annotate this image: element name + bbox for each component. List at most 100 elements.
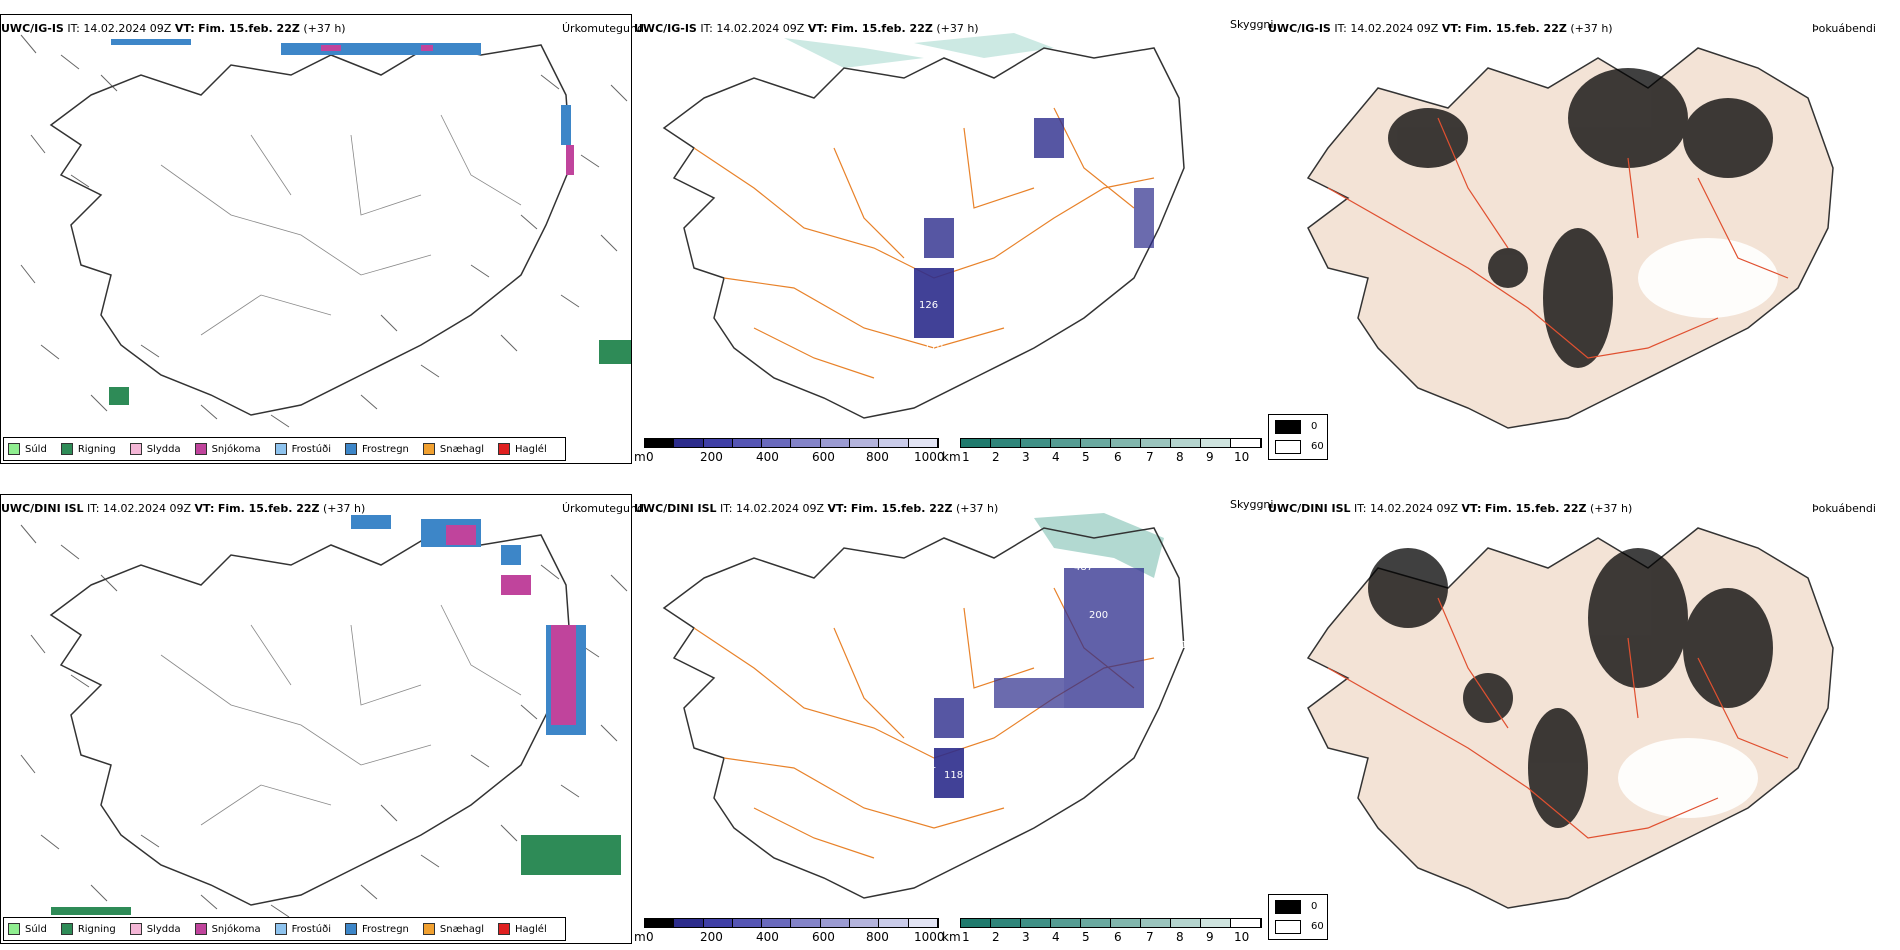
it-label: IT: [1354, 502, 1367, 515]
fog-map-svg [1306, 47, 1834, 429]
fog-map-svg [1306, 527, 1834, 909]
vt-label: VT: [807, 22, 828, 35]
scale-tick: 800 [866, 930, 889, 944]
vis-label: 118 [944, 770, 963, 781]
legend-item: Haglél [498, 443, 547, 455]
legend-item: Frostregn [345, 923, 409, 935]
iceland-outline [49, 534, 572, 906]
legend-swatch [194, 923, 207, 935]
legend-item: Slydda [129, 923, 181, 935]
scale-tick: 6 [1114, 450, 1122, 464]
legend-label: Súld [25, 923, 47, 935]
header-fog-top: UWC/IG-IS IT: 14.02.2024 09Z VT: Fim. 15… [1268, 22, 1613, 36]
scale-tick: 2 [992, 930, 1000, 944]
lead-time: (+37 h) [936, 22, 979, 35]
legend-swatch [60, 443, 73, 455]
scale-tick: 400 [756, 930, 779, 944]
iceland-outline [49, 44, 572, 416]
roads-red [1327, 597, 1789, 839]
it-label: IT: [700, 22, 713, 35]
legend-swatch [422, 923, 435, 935]
legend-label: Frostúði [291, 923, 331, 935]
elevation-colorbar [644, 438, 939, 448]
scale-tick: 10 [1234, 930, 1250, 944]
model-name: UWC/DINI ISL [1, 502, 84, 515]
fog-value: 60 [1311, 921, 1324, 932]
fog-swatch [1275, 440, 1301, 454]
it-label: IT: [67, 22, 80, 35]
it-value: 14.02.2024 09Z [1370, 502, 1459, 515]
legend-item: Haglél [498, 923, 547, 935]
iceland-outline [662, 527, 1185, 899]
legend-item: Frostregn [345, 443, 409, 455]
visibility-map-svg: 126 170 [662, 33, 1185, 419]
it-label: IT: [720, 502, 733, 515]
legend-swatch [194, 443, 207, 455]
scale-tick: 600 [812, 930, 835, 944]
scale-tick: 600 [812, 450, 835, 464]
legend-item: Frostúði [274, 443, 331, 455]
lead-time: (+37 h) [956, 502, 999, 515]
header-precip-top: UWC/IG-IS IT: 14.02.2024 09Z VT: Fim. 15… [1, 22, 346, 36]
scale-unit: km [942, 450, 961, 464]
legend-item: Snæhagl [422, 443, 484, 455]
legend-swatch [60, 923, 73, 935]
model-name: UWC/IG-IS [1, 22, 64, 35]
scale-tick: 1000 [914, 450, 945, 464]
model-name: UWC/IG-IS [1268, 22, 1331, 35]
header-precip-bottom: UWC/DINI ISL IT: 14.02.2024 09Z VT: Fim.… [1, 502, 365, 516]
scale-tick: 3 [1022, 450, 1030, 464]
scale-tick: 4 [1052, 930, 1060, 944]
legend-item: Snjókoma [194, 923, 261, 935]
roads [160, 604, 522, 826]
header-visibility-top: UWC/IG-IS IT: 14.02.2024 09Z VT: Fim. 15… [634, 22, 979, 36]
legend-item: Slydda [129, 443, 181, 455]
scale-tick: 0 [646, 930, 654, 944]
legend-label: Frostúði [291, 443, 331, 455]
scale-tick: 1000 [914, 930, 945, 944]
legend-swatch [8, 923, 20, 935]
legend-swatch [274, 443, 287, 455]
legend-swatch [129, 443, 142, 455]
vis-label: 200 [1089, 610, 1108, 621]
elevation-colorbar [644, 918, 939, 928]
fog-swatch [1275, 920, 1301, 934]
legend-item: Súld [8, 923, 47, 935]
visibility-scalebar-top: km 1 2 3 4 5 6 7 8 9 10 [942, 438, 1262, 466]
fog-areas [1388, 68, 1773, 368]
model-name: UWC/IG-IS [634, 22, 697, 35]
scale-tick: 7 [1146, 450, 1154, 464]
vis-label: 1 [930, 760, 937, 771]
precip-type-legend: Súld Rigning Slydda Snjókoma Frostúði Fr… [3, 917, 566, 941]
elevation-scalebar-bottom: m 0 200 400 600 800 1000 [634, 918, 945, 946]
roads [160, 114, 522, 336]
legend-label: Slydda [146, 443, 181, 455]
visibility-map-bottom: 487 200 118 [634, 508, 1258, 944]
vt-label: VT: [1461, 502, 1482, 515]
legend-swatch [129, 923, 142, 935]
vt-value: Fim. 15.feb. 22Z [831, 22, 933, 35]
legend-swatch [345, 443, 357, 455]
legend-item: Rigning [60, 443, 116, 455]
legend-label: Frostregn [362, 923, 409, 935]
panel-title: Skyggni [1230, 18, 1274, 31]
scale-unit: m [634, 450, 646, 464]
legend-item: Súld [8, 443, 47, 455]
fog-legend-bottom: 0 60 [1268, 894, 1328, 940]
panel-title: Skyggni [1230, 498, 1274, 511]
scale-tick: 8 [1176, 930, 1184, 944]
scale-tick: 9 [1206, 930, 1214, 944]
it-value: 14.02.2024 09Z [83, 22, 172, 35]
wind-barbs [20, 34, 628, 428]
roads-red [1327, 117, 1789, 359]
scale-tick: 800 [866, 450, 889, 464]
model-name: UWC/DINI ISL [634, 502, 717, 515]
legend-item: Snjókoma [194, 443, 261, 455]
header-visibility-bottom: UWC/DINI ISL IT: 14.02.2024 09Z VT: Fim.… [634, 502, 998, 516]
precip-areas [109, 39, 631, 405]
legend-item: Frostúði [274, 923, 331, 935]
vt-value: Fim. 15.feb. 22Z [1484, 502, 1587, 515]
precip-type-legend: Súld Rigning Slydda Snjókoma Frostúði Fr… [3, 437, 566, 461]
vis-label: 126 [919, 300, 938, 311]
fog-legend-top: 0 60 [1268, 414, 1328, 460]
